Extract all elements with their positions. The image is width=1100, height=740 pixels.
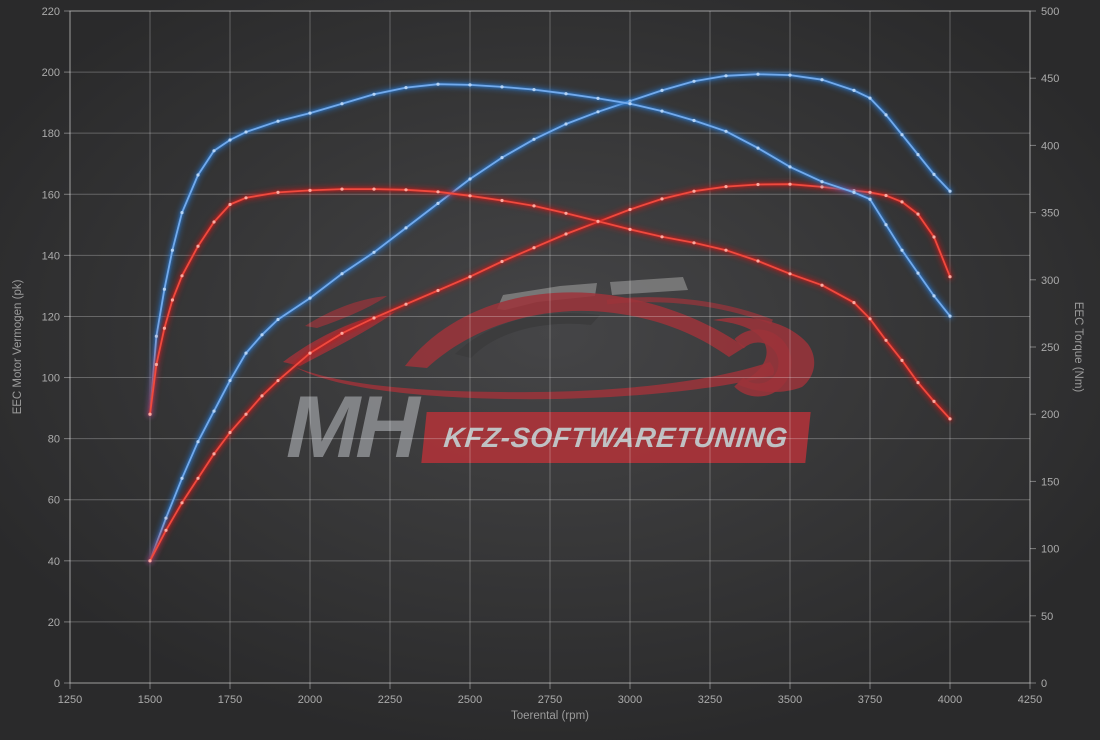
right-tick-label: 200 [1041,409,1059,421]
x-axis-title: Toerental (rpm) [511,710,589,722]
right-tick-label: 0 [1041,678,1047,690]
right-tick-label: 100 [1041,544,1059,556]
left-tick-label: 80 [48,434,60,446]
left-tick-label: 180 [42,128,60,140]
plot-border [69,10,1031,684]
x-tick-label: 1500 [138,694,162,706]
x-tick-label: 3000 [618,694,642,706]
right-tick-label: 350 [1041,208,1059,220]
left-tick-label: 200 [42,67,60,79]
series-markers-torque-tuned-blue [148,82,952,416]
x-tick-label: 2000 [298,694,322,706]
series-torque-tuned-blue [146,80,954,419]
x-tick-label: 2500 [458,694,482,706]
tick-marks [64,10,1036,689]
series-markers-vermogen-tuned-blue [148,72,952,563]
x-tick-label: 2750 [538,694,562,706]
x-tick-label: 3500 [778,694,802,706]
left-tick-label: 60 [48,495,60,507]
right-tick-label: 250 [1041,342,1059,354]
left-tick-label: 120 [42,311,60,323]
right-tick-label: 50 [1041,611,1053,623]
tick-labels: 1250 1500 1750 2000 2250 2500 2750 3000 3250 3500… [42,6,1060,706]
x-tick-label: 1750 [218,694,242,706]
right-tick-label: 450 [1041,73,1059,85]
series-torque-original-red [146,185,954,423]
series-markers-vermogen-original-red [148,182,952,563]
x-tick-label: 4250 [1018,694,1042,706]
left-tick-label: 140 [42,250,60,262]
x-tick-label: 3250 [698,694,722,706]
right-tick-label: 300 [1041,275,1059,287]
series-vermogen-tuned-blue [146,70,954,565]
left-axis-title: EEC Motor Vermogen (pk) [12,279,24,415]
series-markers-torque-original-red [148,187,952,421]
right-axis-title: EEC Torque (Nm) [1072,301,1084,393]
x-tick-label: 3750 [858,694,882,706]
left-tick-label: 20 [48,617,60,629]
series-vermogen-original-red [146,180,954,565]
left-tick-label: 40 [48,556,60,568]
right-tick-label: 400 [1041,140,1059,152]
x-tick-label: 2250 [378,694,402,706]
left-tick-label: 160 [42,189,60,201]
left-tick-label: 0 [54,678,60,690]
right-tick-label: 150 [1041,476,1059,488]
left-tick-label: 100 [42,373,60,385]
x-tick-label: 4000 [938,694,962,706]
x-tick-label: 1250 [58,694,82,706]
grid-lines [69,10,1031,684]
right-tick-label: 500 [1041,6,1059,18]
left-tick-label: 220 [42,6,60,18]
